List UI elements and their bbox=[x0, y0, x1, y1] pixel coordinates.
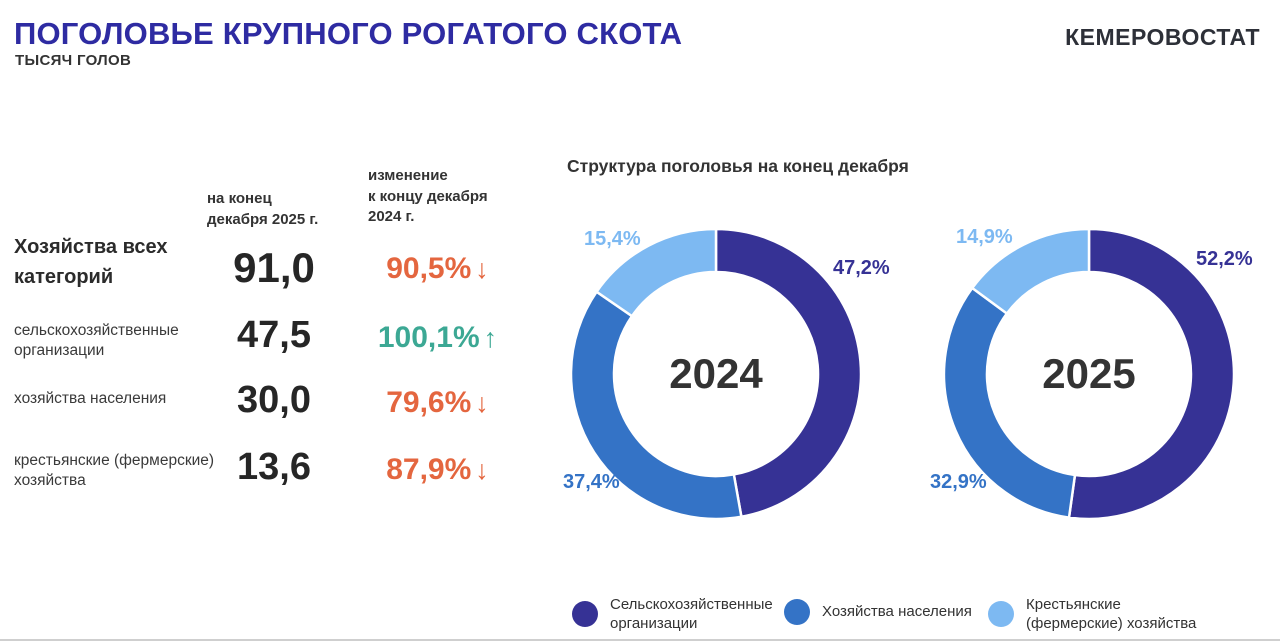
column-header-change-to-2024: изменение к концу декабря 2024 г. bbox=[368, 167, 488, 226]
donut-slice bbox=[594, 227, 718, 318]
change-value: 79,6% bbox=[386, 386, 472, 419]
donut-2025-svg bbox=[942, 227, 1236, 521]
page-title: ПОГОЛОВЬЕ КРУПНОГО РОГАТОГО СКОТА bbox=[14, 16, 683, 51]
donut-slice bbox=[569, 290, 743, 521]
row-value-all-categories: 91,0 bbox=[233, 244, 315, 291]
donut-chart-2024: 2024 bbox=[566, 224, 866, 524]
down-arrow-icon: ↓ bbox=[475, 254, 489, 284]
change-value: 100,1% bbox=[377, 321, 480, 354]
row-label-peasant-farms: крестьянские (фермерские) хозяйства bbox=[14, 452, 215, 490]
pct-2025-peasant: 14,9% bbox=[956, 226, 1013, 248]
down-arrow-icon: ↓ bbox=[475, 388, 489, 418]
change-value: 90,5% bbox=[386, 252, 472, 285]
donut-2024-year-label: 2024 bbox=[669, 350, 763, 397]
change-value: 87,9% bbox=[386, 453, 472, 486]
legend-dot-peasant bbox=[988, 601, 1014, 628]
row-label-all-categories: Хозяйства всех категорий bbox=[14, 236, 168, 288]
pct-2025-agricultural: 52,2% bbox=[1196, 248, 1253, 270]
up-arrow-icon: ↑ bbox=[483, 323, 498, 353]
donut-slice bbox=[970, 227, 1091, 316]
row-change-all-categories: 90,5% ↓ bbox=[355, 252, 520, 286]
pct-2025-household: 32,9% bbox=[930, 471, 987, 493]
donut-2024-svg bbox=[569, 227, 863, 521]
legend-item-agricultural: Сельскохозяйственные организации bbox=[572, 595, 773, 633]
row-value-peasant-farms: 13,6 bbox=[237, 446, 311, 488]
row-value-household-farms: 30,0 bbox=[237, 379, 311, 421]
chart-title: Структура поголовья на конец декабря bbox=[567, 156, 909, 176]
donut-2025-year-label: 2025 bbox=[1042, 350, 1136, 397]
row-value-agricultural-organizations: 47,5 bbox=[237, 314, 311, 356]
pct-2024-household: 37,4% bbox=[563, 471, 620, 493]
column-header-end-of-december-2025: на конец декабря 2025 г. bbox=[207, 190, 319, 228]
legend-item-household: Хозяйства населения bbox=[784, 595, 972, 629]
row-label-household-farms: хозяйства населения bbox=[14, 390, 167, 407]
donut-slice bbox=[714, 227, 863, 519]
pct-2024-peasant: 15,4% bbox=[584, 228, 641, 250]
donut-chart-2025: 2025 bbox=[939, 224, 1239, 524]
down-arrow-icon: ↓ bbox=[475, 455, 489, 485]
donut-slice bbox=[1067, 227, 1236, 521]
row-change-peasant-farms: 87,9% ↓ bbox=[355, 453, 520, 487]
legend-dot-household bbox=[784, 599, 810, 625]
legend-item-peasant: Крестьянские (фермерские) хозяйства bbox=[988, 595, 1196, 633]
row-change-agricultural-organizations: 100,1% ↑ bbox=[355, 321, 520, 355]
pct-2024-agricultural: 47,2% bbox=[833, 257, 890, 279]
legend-label: Крестьянские (фермерские) хозяйства bbox=[1026, 596, 1197, 633]
legend-label: Хозяйства населения bbox=[822, 603, 972, 621]
kemerovostat-logo: КЕМЕРОВОСТАТ bbox=[1065, 24, 1260, 50]
legend-dot-agricultural bbox=[572, 601, 598, 628]
page-subtitle: тысяч голов bbox=[15, 52, 132, 69]
legend-label: Сельскохозяйственные организации bbox=[610, 596, 773, 633]
bottom-divider bbox=[0, 639, 1280, 641]
row-change-household-farms: 79,6% ↓ bbox=[355, 386, 520, 420]
row-label-agricultural-organizations: сельскохозяйственные организации bbox=[14, 322, 179, 360]
